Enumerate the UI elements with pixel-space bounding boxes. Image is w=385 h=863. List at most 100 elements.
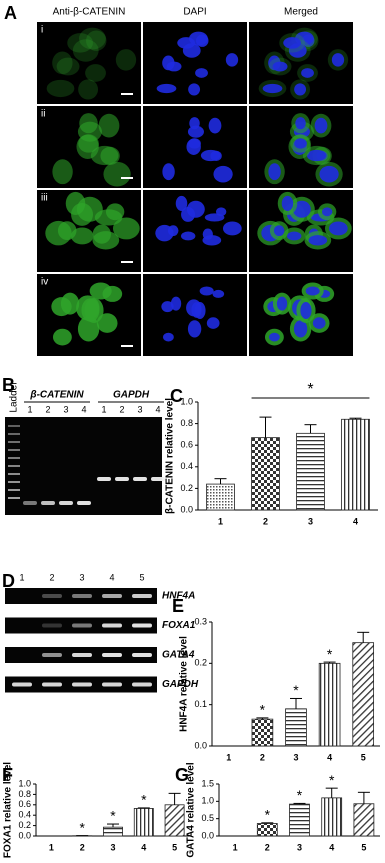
band (132, 683, 152, 687)
bar (252, 719, 273, 746)
x-tick-label: 5 (361, 752, 366, 762)
cell-stain (52, 159, 72, 184)
nucleus (306, 286, 320, 295)
gene-label: HNF4A (162, 591, 195, 602)
cell-stain (99, 114, 120, 138)
cell-stain (78, 134, 99, 152)
band (59, 501, 73, 505)
significance: * (297, 787, 303, 803)
nucleus (319, 166, 338, 183)
ladder-band (8, 481, 20, 483)
column-header: Anti-β-CATENIN (53, 7, 126, 18)
x-tick-label: 3 (293, 752, 298, 762)
cell-stain (85, 64, 106, 82)
nucleus (282, 196, 294, 211)
significance: * (293, 682, 299, 698)
nucleus (168, 225, 179, 236)
x-tick-label: 1 (233, 842, 238, 852)
y-axis-label: β-CATENIN relative level (165, 398, 176, 514)
nucleus (200, 286, 214, 295)
nucleus (315, 118, 328, 134)
ladder-band (8, 473, 20, 475)
x-tick-label: 3 (110, 842, 115, 852)
y-tick-label: 0.3 (194, 616, 207, 626)
ladder-label: Ladder (9, 381, 20, 413)
cell-stain (61, 293, 79, 315)
cell-stain (92, 231, 119, 249)
x-tick-label: 1 (49, 842, 54, 852)
panel-label: D (2, 571, 15, 591)
cell-stain (67, 33, 93, 53)
row-label: i (41, 25, 43, 36)
nucleus (188, 138, 201, 148)
nucleus (163, 333, 174, 342)
nucleus (301, 68, 314, 78)
y-tick-label: 0.8 (18, 789, 31, 799)
nucleus (332, 53, 344, 66)
cell-stain (103, 162, 130, 187)
nucleus (269, 333, 280, 342)
y-axis-label: GATA4 relative level (186, 762, 197, 857)
ladder-band (8, 449, 20, 451)
ladder-band (8, 465, 20, 467)
row-label: iii (41, 193, 48, 204)
significance: * (79, 819, 85, 835)
significance: * (329, 772, 335, 788)
nucleus (313, 317, 326, 329)
band (72, 653, 92, 657)
band (42, 624, 62, 628)
bar (207, 484, 235, 510)
ladder-band (8, 497, 20, 499)
nucleus (322, 207, 332, 216)
y-tick-label: 0.0 (180, 504, 193, 514)
x-tick-label: 4 (327, 752, 332, 762)
x-tick-label: 4 (141, 842, 146, 852)
cell-stain (57, 58, 80, 76)
gene-label: FOXA1 (162, 620, 196, 631)
significance: * (327, 646, 333, 662)
band (72, 683, 92, 687)
nucleus (181, 232, 195, 241)
y-tick-label: 1.0 (180, 396, 193, 406)
nucleus (157, 84, 177, 93)
gel (5, 417, 162, 515)
y-tick-label: 0.8 (180, 418, 193, 428)
nucleus (177, 37, 195, 49)
significance: * (110, 808, 116, 824)
bar (286, 709, 307, 746)
nucleus (189, 117, 199, 129)
nucleus (308, 235, 327, 245)
row-label: iv (41, 277, 48, 288)
bar (322, 798, 342, 836)
x-tick-label: 3 (308, 516, 313, 526)
nucleus (226, 53, 238, 66)
y-tick-label: 0.6 (180, 440, 193, 450)
lane-label: 3 (63, 404, 68, 414)
y-tick-label: 0.0 (18, 830, 31, 840)
x-tick-label: 2 (80, 842, 85, 852)
lane-label: 1 (101, 404, 106, 414)
y-tick-label: 0.6 (18, 799, 31, 809)
nucleus (162, 163, 174, 180)
y-tick-label: 0.2 (194, 658, 207, 668)
cell-stain (47, 80, 75, 97)
nucleus (295, 117, 305, 129)
bar (257, 824, 277, 836)
bar (134, 808, 153, 836)
row-label: ii (41, 109, 45, 120)
panel-label: A (4, 3, 17, 23)
nucleus (287, 232, 301, 241)
cell-stain (78, 79, 98, 99)
x-tick-label: 2 (265, 842, 270, 852)
lane-label: 2 (119, 404, 124, 414)
lane-label: 4 (109, 572, 114, 582)
x-tick-label: 1 (218, 516, 223, 526)
bar (319, 663, 340, 746)
band (133, 477, 147, 481)
nucleus (171, 297, 181, 311)
x-tick-label: 5 (361, 842, 366, 852)
significance: * (260, 702, 266, 718)
x-tick-label: 4 (353, 516, 358, 526)
nucleus (213, 290, 225, 298)
band (132, 594, 152, 598)
